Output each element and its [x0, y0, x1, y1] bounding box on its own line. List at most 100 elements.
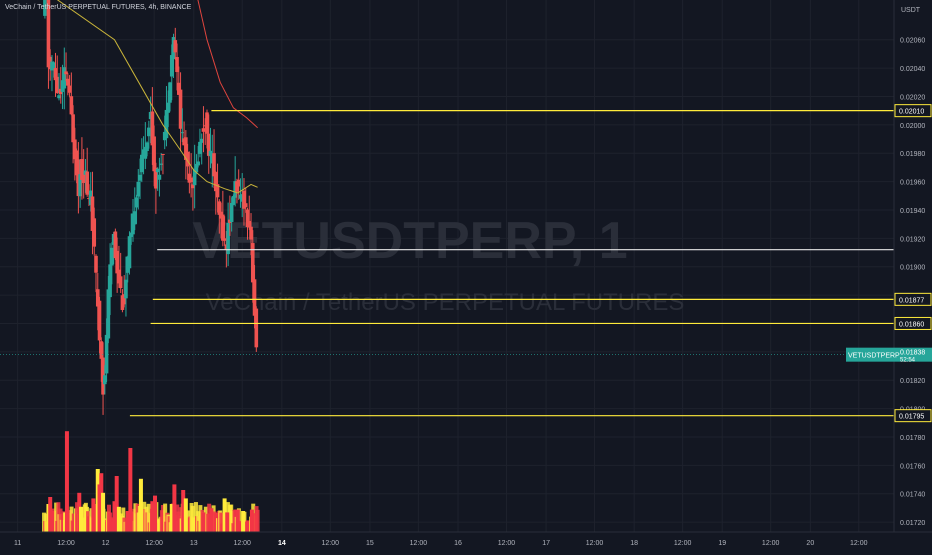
candle-body — [97, 300, 102, 341]
volume-bar — [241, 511, 246, 532]
price-tick-label: 0.02040 — [900, 66, 925, 73]
candle-body — [189, 177, 193, 183]
time-tick-label: 12 — [102, 540, 110, 547]
candle-body — [196, 161, 200, 166]
candle-body — [73, 139, 77, 160]
candle-body — [85, 171, 89, 195]
candle-body — [81, 170, 86, 183]
candle-body — [245, 209, 250, 228]
candle-body — [215, 184, 220, 198]
time-tick-label: 12:00 — [850, 540, 868, 547]
candle-countdown: 52:54 — [900, 358, 916, 364]
candle-body — [67, 85, 72, 93]
candle-body — [180, 132, 185, 134]
level-price-label: 0.01795 — [899, 414, 924, 421]
candle-body — [201, 128, 206, 132]
candle-body — [94, 255, 98, 273]
time-tick-label: 13 — [190, 540, 198, 547]
candle-body — [161, 153, 165, 155]
price-tick-label: 0.01720 — [900, 520, 925, 527]
candle-body — [147, 127, 151, 137]
candle-body — [62, 67, 67, 89]
candle-body — [177, 82, 181, 95]
candle-body — [53, 68, 58, 81]
time-tick-label: 12:00 — [762, 540, 780, 547]
candle-body — [198, 141, 202, 154]
time-axis-panel — [0, 532, 932, 550]
candle-body — [173, 40, 178, 53]
volume-bar — [207, 503, 212, 532]
candle-body — [95, 289, 100, 307]
candle-body — [175, 57, 179, 73]
level-price-tag — [894, 104, 932, 118]
level-price-tag — [894, 409, 932, 423]
candle-body — [206, 133, 211, 156]
volume-bar — [169, 504, 174, 532]
price-tick-label: 0.02060 — [900, 38, 925, 45]
candle-body — [138, 174, 142, 181]
time-tick-label: 12:00 — [674, 540, 692, 547]
candle-body — [243, 203, 248, 208]
candle-body — [92, 218, 97, 247]
candle-body — [113, 231, 118, 259]
candle-body — [250, 243, 255, 283]
candle-body — [226, 222, 230, 255]
candle-body — [78, 174, 82, 197]
time-tick-label: 12:00 — [233, 540, 251, 547]
volume-bar — [222, 498, 227, 532]
price-tick-label: 0.01940 — [900, 208, 925, 215]
time-tick-label: 12:00 — [410, 540, 428, 547]
candle-body — [199, 138, 204, 143]
price-tick-label: 0.01820 — [900, 378, 925, 385]
time-tick-label: 12:00 — [145, 540, 163, 547]
watermark-name: VeChain / TetherUS PERPETUAL FUTURES — [206, 289, 685, 316]
volume-bar — [183, 498, 188, 532]
candle-body — [154, 167, 158, 189]
candle-body — [247, 220, 252, 228]
candle-body — [104, 334, 109, 374]
volume-bar — [114, 476, 119, 532]
candle-body — [145, 142, 149, 151]
candle-body — [55, 76, 60, 93]
candle-body — [235, 181, 239, 192]
time-tick-label: 12:00 — [57, 540, 75, 547]
candle-body — [132, 211, 137, 225]
candle-body — [150, 111, 155, 146]
candle-body — [103, 375, 107, 385]
candle-body — [134, 197, 139, 208]
volume-bar — [116, 506, 121, 532]
volume-bar — [225, 512, 230, 532]
candle-body — [159, 163, 163, 165]
candle-body — [143, 146, 148, 159]
current-price-tag — [846, 347, 932, 362]
candle-body — [194, 163, 199, 173]
level-price-tag — [894, 292, 932, 306]
candle-body — [236, 179, 241, 187]
candle-body — [222, 238, 227, 241]
candle-body — [57, 95, 61, 99]
volume-bar — [219, 512, 224, 532]
time-tick-label: 18 — [630, 540, 638, 547]
level-price-label: 0.02010 — [899, 109, 924, 116]
candle-body — [136, 181, 141, 197]
volume-bar — [230, 510, 235, 532]
time-tick-label: 16 — [454, 540, 462, 547]
level-price-tag — [894, 316, 932, 330]
candle-body — [231, 196, 236, 205]
candle-body — [110, 247, 114, 266]
candle-body — [90, 196, 95, 231]
volume-bar — [64, 431, 69, 532]
price-tick-label: 0.01780 — [900, 435, 925, 442]
watermark-symbol: VETUSDTPERP, 1 — [192, 212, 627, 270]
candle-body — [46, 0, 51, 68]
candle-body — [242, 190, 246, 209]
candle-body — [124, 279, 128, 299]
volume-bar — [201, 512, 206, 532]
candle-body — [115, 250, 119, 274]
candle-body — [69, 96, 74, 115]
price-tick-label: 0.02020 — [900, 94, 925, 101]
price-tick-label: 0.01760 — [900, 463, 925, 470]
candle-body — [213, 172, 218, 192]
